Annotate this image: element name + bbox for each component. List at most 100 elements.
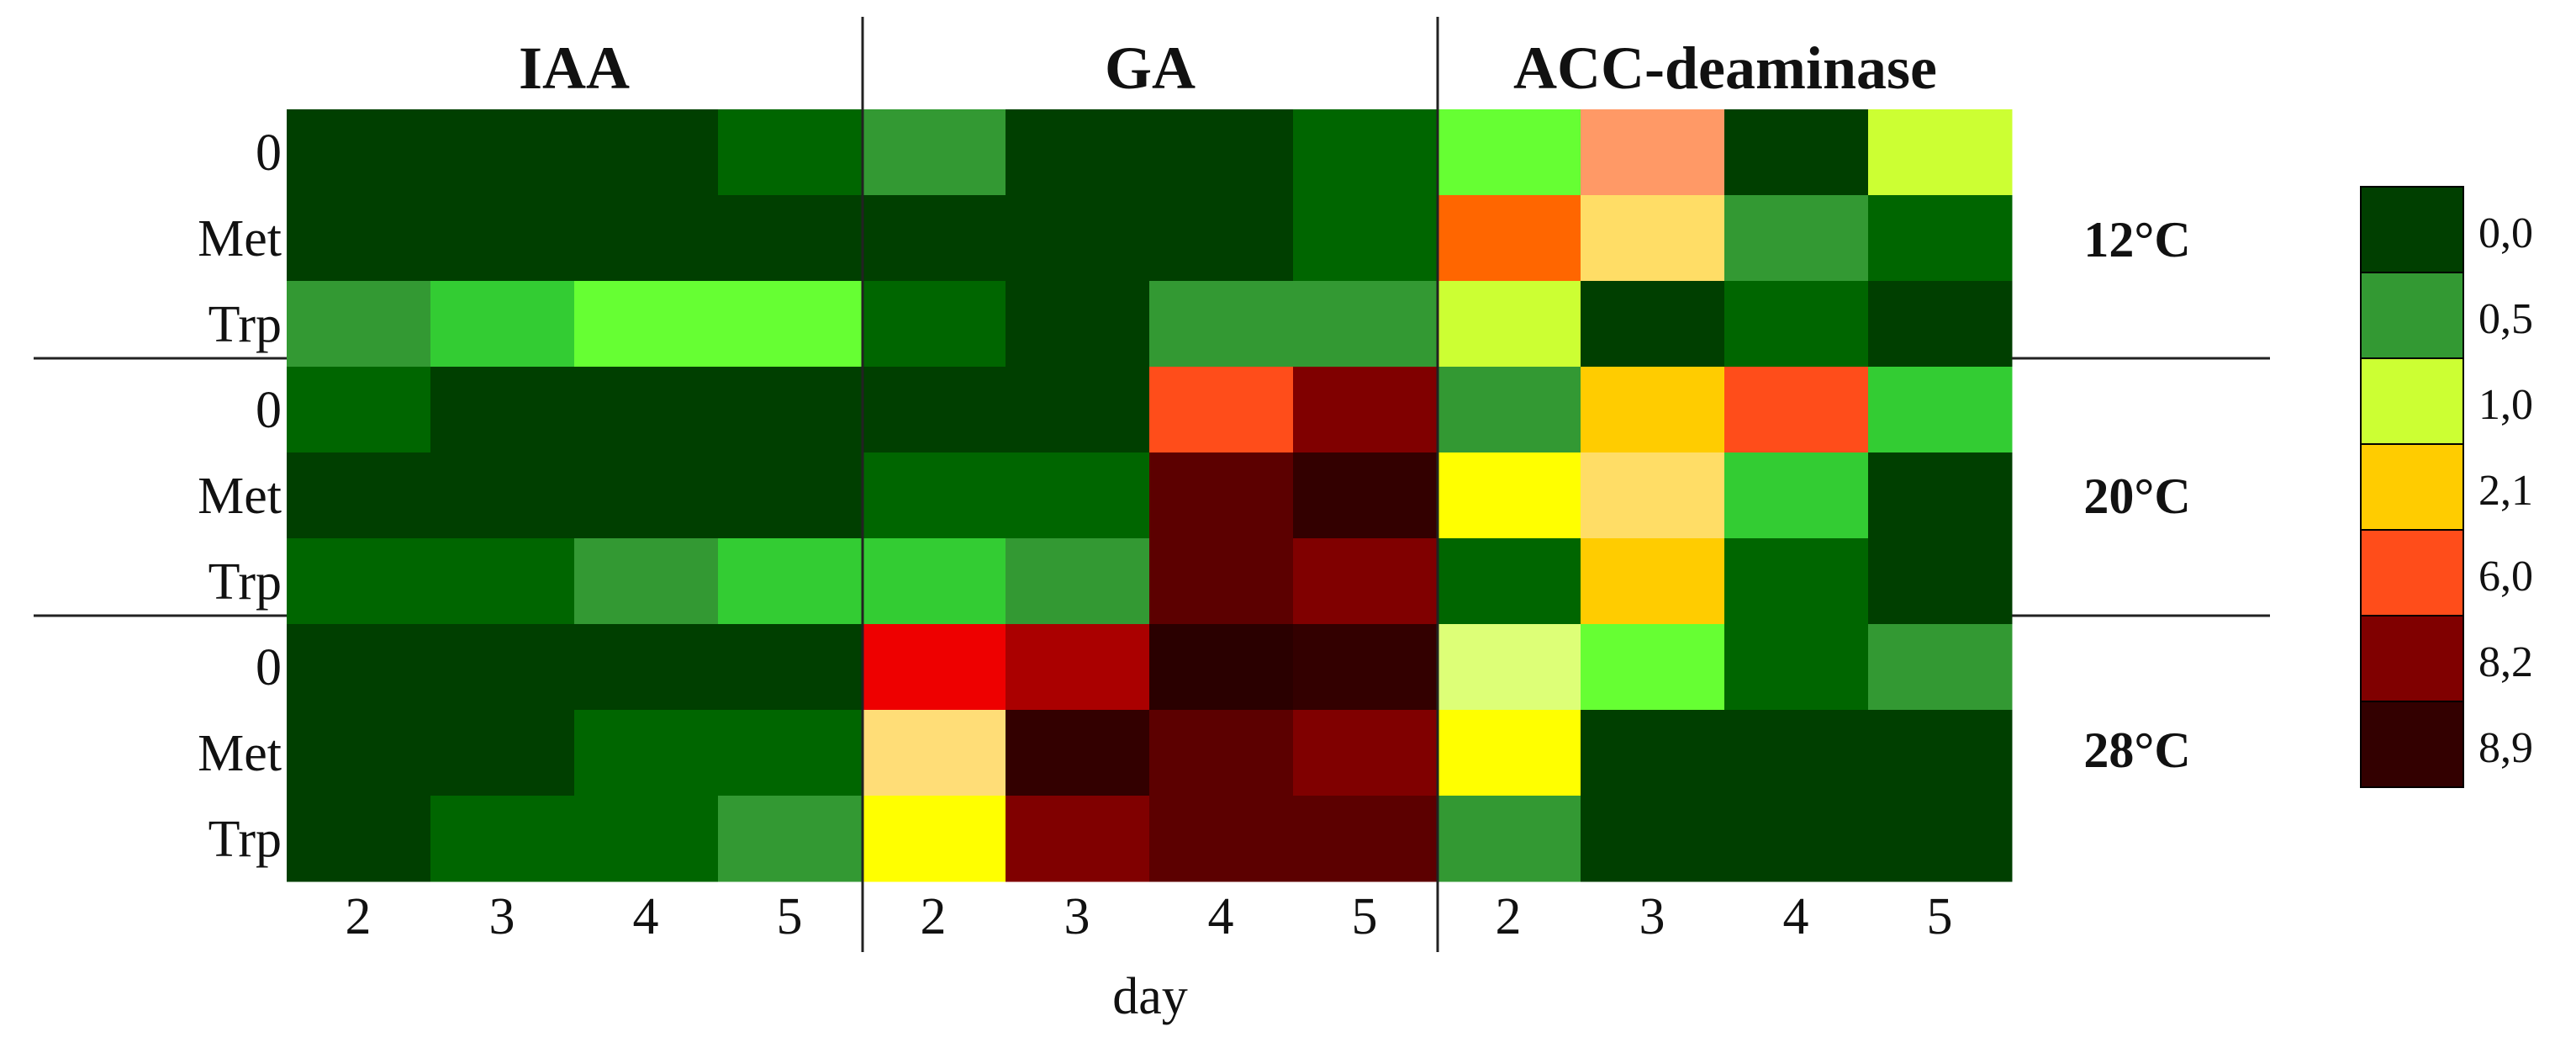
cell-12c-met-acc-deaminase-day4: [1724, 195, 1869, 282]
cell-28c-0-ga-day4: [1149, 624, 1294, 711]
cell-20c-trp-ga-day2: [862, 538, 1006, 625]
cell-20c-trp-acc-deaminase-day2: [1437, 538, 1581, 625]
cell-28c-trp-iaa-day2: [287, 796, 431, 882]
temp-label-12c: 12°C: [2083, 212, 2190, 267]
cell-20c-met-ga-day3: [1006, 452, 1150, 539]
cell-28c-met-ga-day3: [1006, 710, 1150, 796]
cell-20c-trp-iaa-day2: [287, 538, 431, 625]
cell-12c-trp-acc-deaminase-day3: [1581, 281, 1725, 368]
cell-12c-met-iaa-day4: [574, 195, 719, 282]
cell-28c-trp-acc-deaminase-day4: [1724, 796, 1869, 882]
legend-swatch-3: [2360, 357, 2464, 445]
cell-20c-met-ga-day4: [1149, 452, 1294, 539]
cell-28c-0-iaa-day3: [430, 624, 575, 711]
cell-20c-trp-acc-deaminase-day5: [1868, 538, 2013, 625]
cell-20c-0-acc-deaminase-day2: [1437, 367, 1581, 453]
cell-12c-0-acc-deaminase-day3: [1581, 109, 1725, 196]
cell-20c-0-ga-day2: [862, 367, 1006, 453]
cell-12c-trp-iaa-day4: [574, 281, 719, 368]
cell-12c-trp-acc-deaminase-day4: [1724, 281, 1869, 368]
cell-20c-met-acc-deaminase-day4: [1724, 452, 1869, 539]
cell-28c-met-ga-day5: [1293, 710, 1438, 796]
cell-12c-met-ga-day5: [1293, 195, 1438, 282]
cell-12c-met-iaa-day5: [718, 195, 863, 282]
row-label-12c-trp: Trp: [209, 296, 282, 353]
cell-28c-met-acc-deaminase-day2: [1437, 710, 1581, 796]
legend-swatch-6: [2360, 615, 2464, 702]
cell-12c-trp-iaa-day5: [718, 281, 863, 368]
cell-20c-trp-iaa-day4: [574, 538, 719, 625]
cell-12c-0-acc-deaminase-day2: [1437, 109, 1581, 196]
cell-28c-trp-ga-day2: [862, 796, 1006, 882]
cell-28c-trp-acc-deaminase-day2: [1437, 796, 1581, 882]
legend-label-6: 8,2: [2478, 638, 2533, 686]
day-tick-acc-5: 5: [1927, 888, 1953, 945]
cell-28c-met-ga-day4: [1149, 710, 1294, 796]
day-tick-iaa-3: 3: [489, 888, 515, 945]
cell-12c-met-ga-day2: [862, 195, 1006, 282]
cell-20c-trp-ga-day5: [1293, 538, 1438, 625]
cell-20c-met-acc-deaminase-day3: [1581, 452, 1725, 539]
cell-28c-0-iaa-day4: [574, 624, 719, 711]
day-tick-ga-2: 2: [921, 888, 947, 945]
x-axis-label: day: [1112, 968, 1188, 1025]
cell-28c-trp-acc-deaminase-day5: [1868, 796, 2013, 882]
cell-28c-trp-iaa-day3: [430, 796, 575, 882]
cell-28c-0-acc-deaminase-day2: [1437, 624, 1581, 711]
cell-28c-trp-ga-day5: [1293, 796, 1438, 882]
cell-12c-trp-iaa-day3: [430, 281, 575, 368]
cell-28c-0-ga-day3: [1006, 624, 1150, 711]
cell-12c-trp-iaa-day2: [287, 281, 431, 368]
cell-12c-trp-ga-day5: [1293, 281, 1438, 368]
cell-28c-met-acc-deaminase-day3: [1581, 710, 1725, 796]
cell-28c-trp-acc-deaminase-day3: [1581, 796, 1725, 882]
cell-28c-trp-iaa-day5: [718, 796, 863, 882]
row-label-28c-trp: Trp: [209, 811, 282, 868]
cell-28c-0-acc-deaminase-day4: [1724, 624, 1869, 711]
legend-swatch-5: [2360, 529, 2464, 616]
legend-swatch-4: [2360, 443, 2464, 531]
cell-28c-0-iaa-day5: [718, 624, 863, 711]
cell-12c-met-acc-deaminase-day3: [1581, 195, 1725, 282]
day-tick-ga-4: 4: [1208, 888, 1234, 945]
color-legend: 0,0 0,5 1,0 2,1 6,0 8,2 8,9: [2360, 186, 2533, 788]
cell-28c-met-ga-day2: [862, 710, 1006, 796]
day-tick-acc-3: 3: [1639, 888, 1665, 945]
cell-12c-0-iaa-day5: [718, 109, 863, 196]
cell-28c-met-iaa-day4: [574, 710, 719, 796]
cell-28c-trp-ga-day3: [1006, 796, 1150, 882]
cell-20c-met-acc-deaminase-day5: [1868, 452, 2013, 539]
legend-label-3: 1,0: [2478, 381, 2533, 429]
legend-swatch-1: [2360, 186, 2464, 273]
cell-20c-0-ga-day4: [1149, 367, 1294, 453]
cell-20c-trp-ga-day3: [1006, 538, 1150, 625]
cell-12c-trp-ga-day2: [862, 281, 1006, 368]
cell-20c-met-iaa-day4: [574, 452, 719, 539]
row-label-20c-trp: Trp: [209, 553, 282, 611]
cell-28c-met-acc-deaminase-day4: [1724, 710, 1869, 796]
cell-20c-0-acc-deaminase-day3: [1581, 367, 1725, 453]
cell-20c-trp-iaa-day3: [430, 538, 575, 625]
cell-12c-0-ga-day5: [1293, 109, 1438, 196]
day-tick-acc-2: 2: [1496, 888, 1522, 945]
cell-20c-met-acc-deaminase-day2: [1437, 452, 1581, 539]
cell-20c-met-iaa-day2: [287, 452, 431, 539]
day-tick-ga-3: 3: [1064, 888, 1090, 945]
cell-20c-met-iaa-day5: [718, 452, 863, 539]
cell-20c-met-iaa-day3: [430, 452, 575, 539]
cell-28c-met-iaa-day3: [430, 710, 575, 796]
day-tick-iaa-2: 2: [346, 888, 372, 945]
cell-20c-trp-ga-day4: [1149, 538, 1294, 625]
group-title-iaa: IAA: [519, 34, 630, 102]
cell-20c-0-iaa-day4: [574, 367, 719, 453]
cell-28c-0-iaa-day2: [287, 624, 431, 711]
separator-lines: [34, 17, 2270, 952]
cell-20c-0-iaa-day5: [718, 367, 863, 453]
legend-label-1: 0,0: [2478, 209, 2533, 257]
cell-12c-0-acc-deaminase-day4: [1724, 109, 1869, 196]
cell-28c-trp-iaa-day4: [574, 796, 719, 882]
cell-20c-0-acc-deaminase-day4: [1724, 367, 1869, 453]
cell-12c-0-iaa-day3: [430, 109, 575, 196]
heatmap-cells: [287, 109, 2013, 882]
